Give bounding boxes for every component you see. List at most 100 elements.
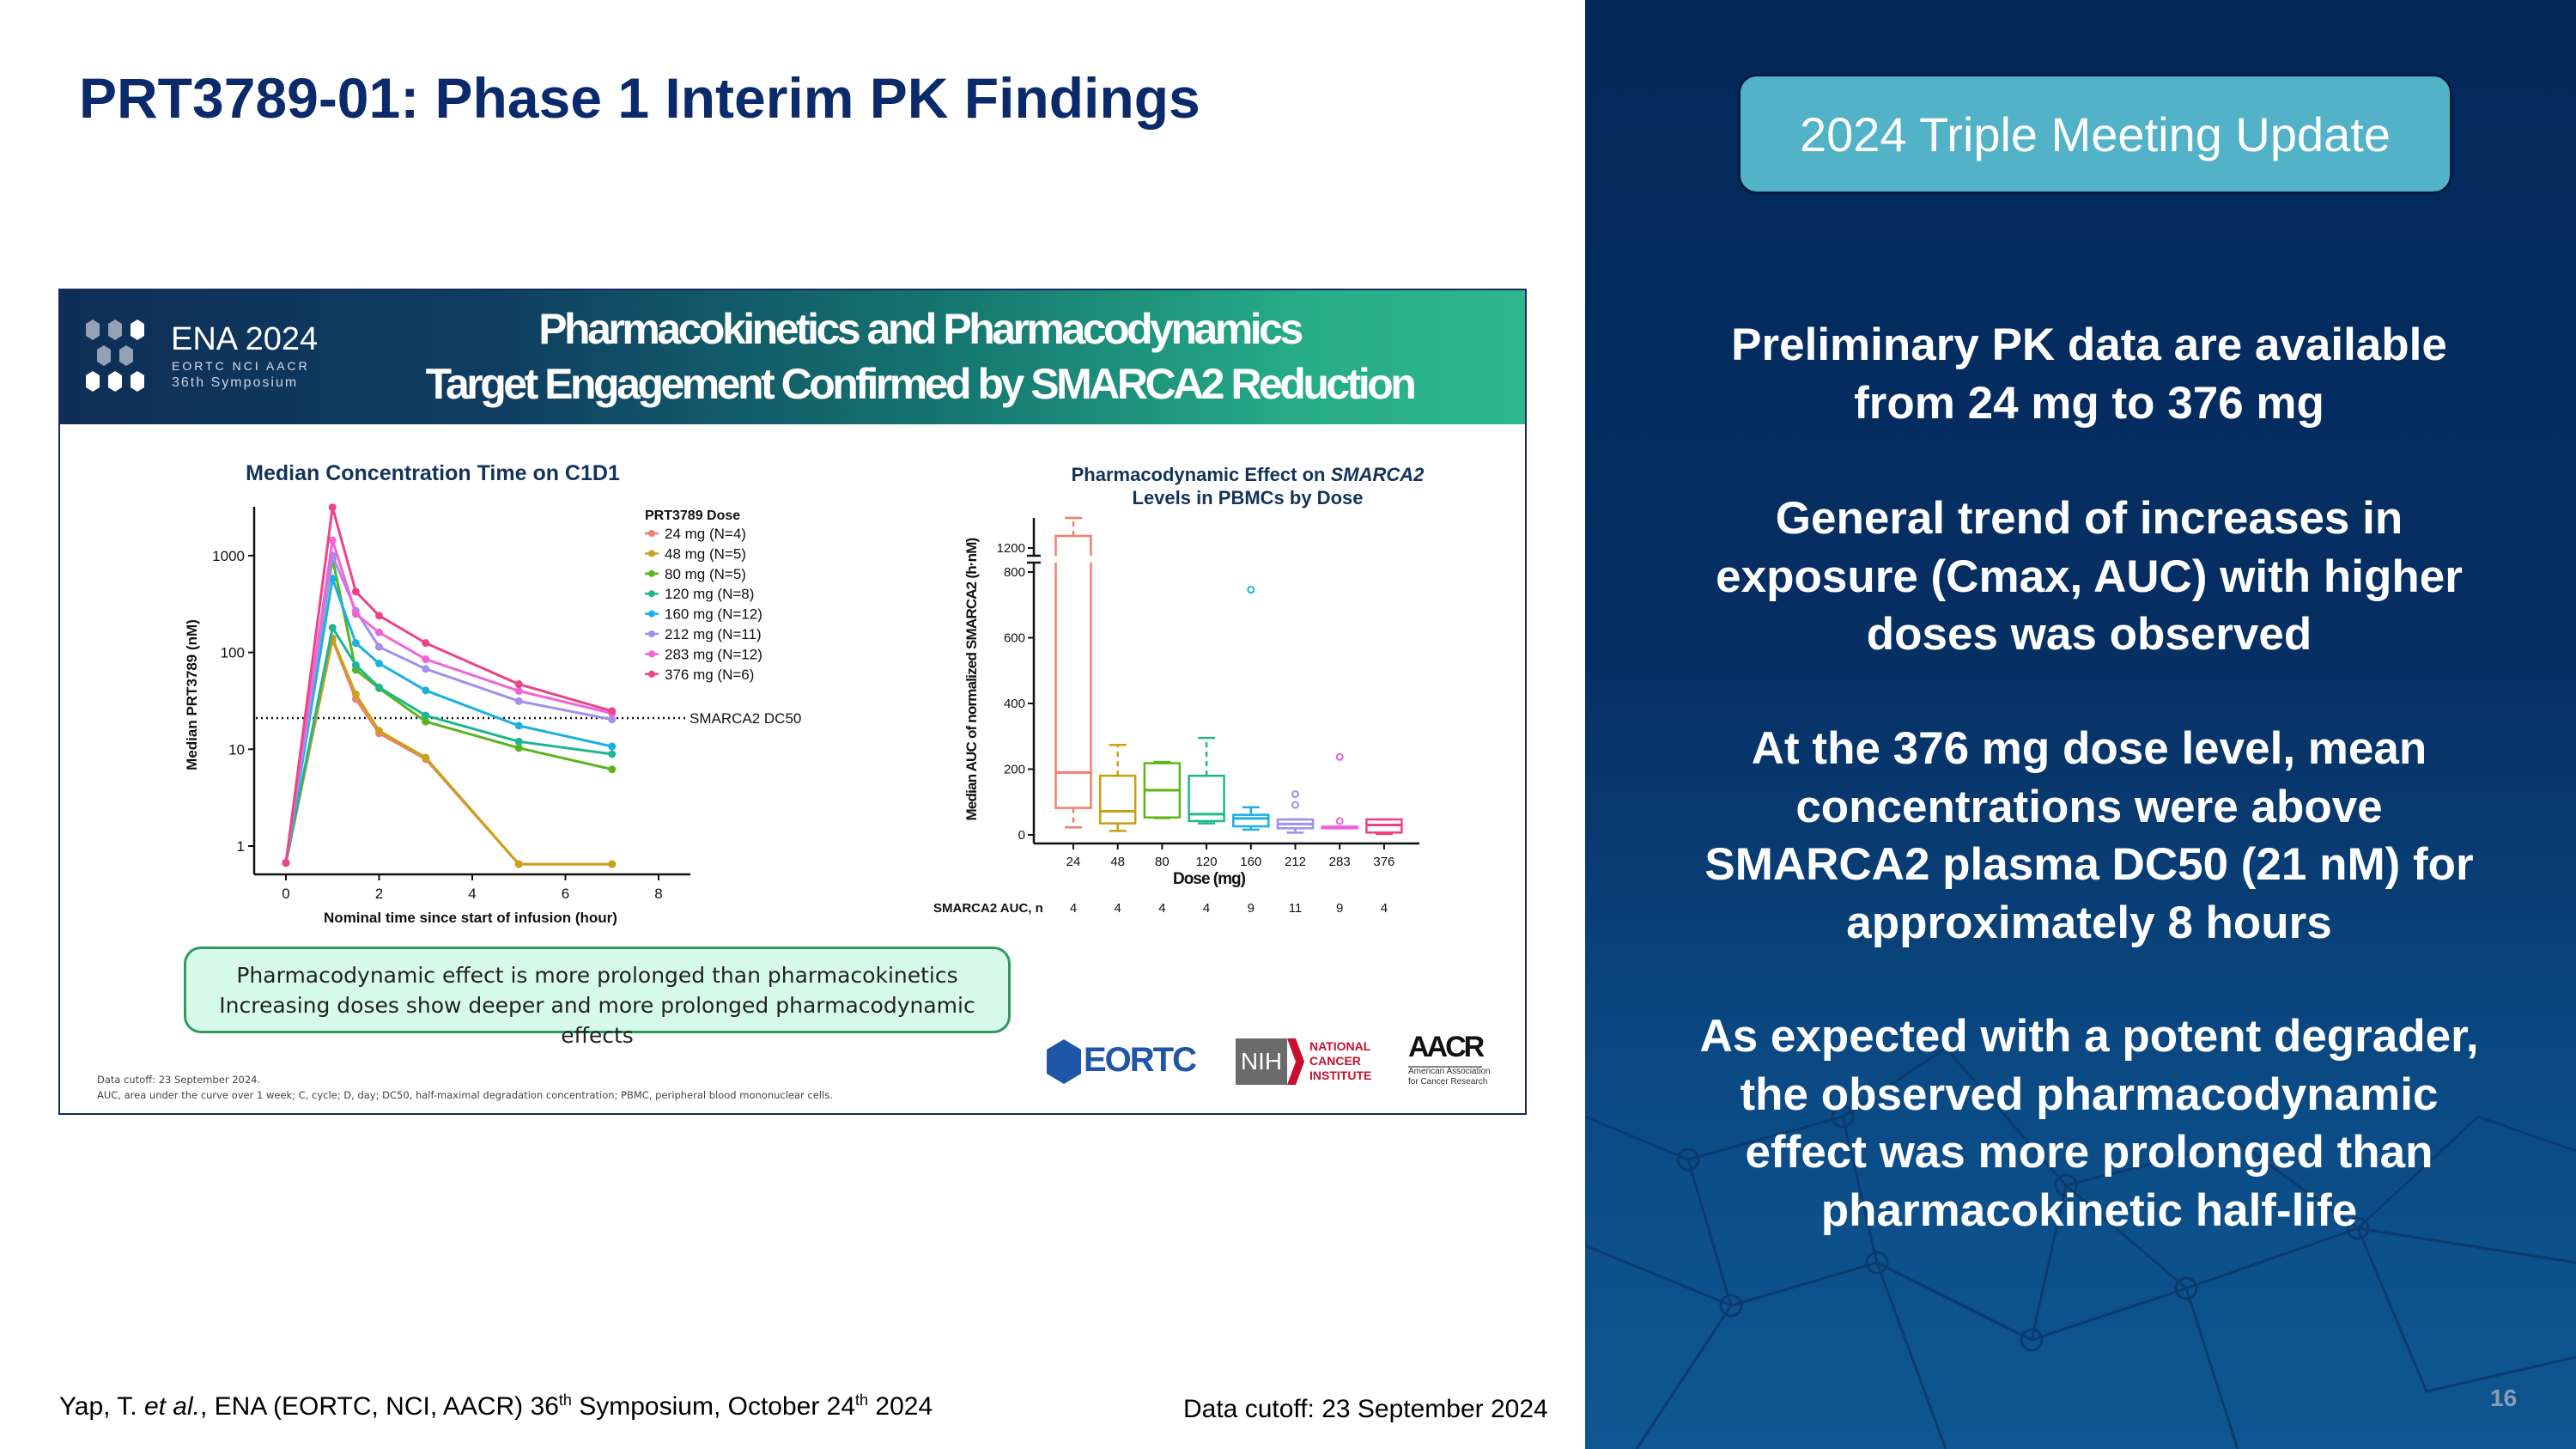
text-line: Preliminary PK data are available (1731, 320, 2447, 370)
embedded-slide-banner (60, 290, 1525, 424)
pd-n-value: 4 (1115, 901, 1121, 916)
pk-legend-marker (648, 630, 655, 637)
pk-legend-label: 48 mg (N=5) (665, 545, 746, 562)
right-paragraph-4: As expected with a potent degrader, the … (1631, 1008, 2547, 1239)
citation-sup: th (855, 1391, 869, 1409)
pk-data-point (375, 683, 383, 691)
citation: Yap, T. et al., ENA (EORTC, NCI, AACR) 3… (59, 1391, 933, 1422)
pd-y-tick-label: 0 (1018, 828, 1025, 843)
pk-data-point (514, 697, 523, 705)
citation-text: , ENA (EORTC, NCI, AACR) 36 (200, 1392, 559, 1421)
pd-outlier-point (1335, 752, 1344, 761)
pk-data-point (282, 859, 290, 868)
aacr-sub-line: for Cancer Research (1408, 1077, 1488, 1087)
pd-y-tick-label: 600 (1004, 631, 1025, 646)
text-line: concentrations were above (1795, 781, 2383, 832)
pk-data-point (422, 639, 430, 648)
pd-n-label: SMARCA2 AUC, n (933, 901, 1043, 916)
pk-data-point (608, 765, 617, 774)
pk-data-point (514, 744, 523, 752)
pk-data-point (422, 665, 430, 673)
pk-data-point (328, 503, 337, 512)
citation-text: Yap, T. (59, 1392, 144, 1421)
pd-x-tick-label: 120 (1196, 855, 1218, 869)
nci-line: CANCER (1309, 1054, 1361, 1068)
pd-x-tick-label: 283 (1329, 855, 1351, 869)
pk-data-point (351, 588, 360, 596)
pk-legend-marker (648, 569, 655, 577)
pk-data-point (422, 711, 430, 720)
pd-x-tick-label: 160 (1240, 855, 1261, 869)
pk-x-tick-label: 6 (562, 886, 569, 902)
pd-x-tick-label: 80 (1155, 855, 1170, 869)
text-line: effect was more prolonged than (1745, 1127, 2433, 1178)
ena-logo-subtitle: EORTC NCI AACR (172, 359, 310, 373)
pk-legend-label: 80 mg (N=5) (665, 566, 746, 582)
citation-sup: th (558, 1391, 572, 1409)
pk-data-point (375, 659, 383, 667)
pk-data-point (608, 750, 617, 758)
ena-hexagon-logo-icon (86, 320, 144, 392)
text-line: pharmacokinetic half-life (1820, 1184, 2358, 1236)
ena-logo-title: ENA 2024 (171, 321, 319, 357)
right-paragraph-3: At the 376 mg dose level, mean concentra… (1631, 720, 2547, 952)
text-line: approximately 8 hours (1846, 897, 2332, 948)
pk-data-point (514, 680, 523, 689)
pk-data-point (351, 610, 360, 618)
pd-chart-title-line-1: Pharmacodynamic Effect on SMARCA2 (1072, 464, 1425, 485)
pd-outlier-point (1291, 790, 1299, 799)
text-line: exposure (Cmax, AUC) with higher (1716, 551, 2463, 602)
pk-data-point (351, 639, 360, 648)
text-line: SMARCA2 plasma DC50 (21 nM) for (1704, 839, 2474, 890)
eortc-logo-icon (1047, 1039, 1081, 1084)
pk-x-tick-label: 8 (654, 886, 662, 902)
pd-chart-xlabel: Dose (mg) (1173, 870, 1246, 888)
pk-y-tick-label: 10 (228, 741, 245, 758)
pk-data-point (328, 624, 337, 632)
pd-y-tick-label: 200 (1004, 763, 1025, 777)
pk-legend-marker (648, 670, 655, 678)
pk-data-point (608, 860, 617, 868)
pd-outlier-point (1291, 801, 1299, 809)
pk-legend-title: PRT3789 Dose (645, 508, 740, 523)
pk-legend-marker (648, 550, 655, 557)
pd-n-value: 4 (1070, 901, 1077, 916)
pk-data-point (422, 753, 430, 762)
aacr-logo-text: AACR (1408, 1031, 1485, 1068)
pk-data-point (375, 642, 383, 651)
pk-legend-label: 24 mg (N=4) (665, 526, 746, 542)
callout-line: Increasing doses show deeper and more pr… (219, 993, 975, 1048)
pk-chart-title: Median Concentration Time on C1D1 (246, 461, 620, 485)
pk-data-point (422, 686, 430, 695)
text-line: from 24 mg to 376 mg (1854, 377, 2324, 429)
pk-data-point (608, 742, 617, 751)
pk-data-point (514, 860, 523, 868)
pk-series-line (284, 624, 612, 863)
eortc-logo-text: EORTC (1084, 1041, 1197, 1079)
pd-x-tick-label: 24 (1066, 855, 1081, 869)
callout-line: Pharmacodynamic effect is more prolonged… (236, 963, 958, 988)
pk-data-point (422, 717, 430, 726)
pd-y-tick-label: 800 (1004, 565, 1025, 580)
nih-logo: NIH (1236, 1038, 1287, 1085)
pk-y-tick-label: 1 (237, 838, 245, 855)
pk-chart-xlabel: Nominal time since start of infusion (ho… (324, 910, 617, 926)
right-paragraph-2: General trend of increases in exposure (… (1631, 490, 2547, 664)
pk-x-tick-label: 2 (375, 886, 383, 902)
pk-data-point (328, 536, 337, 545)
pk-legend-label: 212 mg (N=11) (665, 626, 762, 642)
text-line: the observed pharmacodynamic (1740, 1068, 2439, 1120)
pd-x-tick-label: 212 (1285, 855, 1306, 869)
pk-legend-label: 160 mg (N=12) (665, 606, 762, 623)
footnote-abbreviations: AUC, area under the curve over 1 week; C… (97, 1089, 833, 1101)
pd-n-value: 11 (1289, 901, 1303, 916)
pk-legend-label: 283 mg (N=12) (665, 646, 762, 662)
pk-data-point (514, 686, 523, 695)
callout-box: Pharmacodynamic effect is more prolonged… (184, 947, 1011, 1048)
pk-legend-label: 120 mg (N=8) (665, 586, 754, 602)
right-panel (1585, 0, 2576, 1449)
pk-data-point (375, 612, 383, 620)
nci-line: NATIONAL (1309, 1039, 1371, 1053)
pd-box (1098, 774, 1137, 825)
